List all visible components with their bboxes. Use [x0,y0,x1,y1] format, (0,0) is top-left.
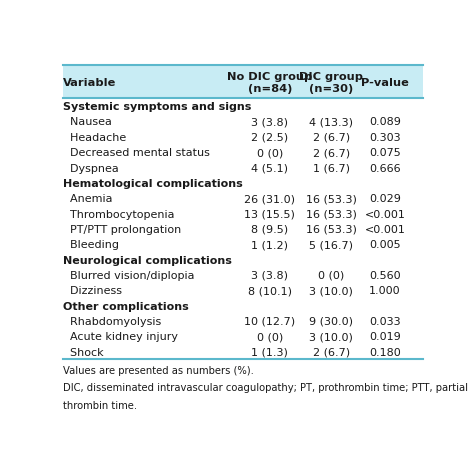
Text: 1.000: 1.000 [369,286,401,296]
Text: 1 (6.7): 1 (6.7) [313,163,350,173]
Text: 13 (15.5): 13 (15.5) [245,209,295,219]
Text: 16 (53.3): 16 (53.3) [306,209,356,219]
Text: 26 (31.0): 26 (31.0) [245,194,295,204]
Text: 0 (0): 0 (0) [257,148,283,158]
Text: 8 (9.5): 8 (9.5) [251,224,289,234]
Text: 0 (0): 0 (0) [318,270,344,280]
Text: Rhabdomyolysis: Rhabdomyolysis [63,316,161,326]
Text: Dizziness: Dizziness [63,286,122,296]
Text: 10 (12.7): 10 (12.7) [245,316,295,326]
Text: 0.075: 0.075 [369,148,401,158]
Text: <0.001: <0.001 [365,224,406,234]
Text: 0 (0): 0 (0) [257,332,283,341]
Text: 8 (10.1): 8 (10.1) [248,286,292,296]
Text: 1 (1.2): 1 (1.2) [251,240,288,250]
Text: 0.666: 0.666 [369,163,401,173]
Text: Dyspnea: Dyspnea [63,163,118,173]
Text: 2 (6.7): 2 (6.7) [312,132,350,142]
Text: 0.019: 0.019 [369,332,401,341]
Text: Thrombocytopenia: Thrombocytopenia [63,209,174,219]
Text: Bleeding: Bleeding [63,240,119,250]
Text: 0.005: 0.005 [369,240,401,250]
Text: 16 (53.3): 16 (53.3) [306,194,356,204]
Text: 3 (10.0): 3 (10.0) [309,286,353,296]
Text: 3 (10.0): 3 (10.0) [309,332,353,341]
Text: DIC, disseminated intravascular coagulopathy; PT, prothrombin time; PTT, partial: DIC, disseminated intravascular coagulop… [63,383,468,393]
Text: Nausea: Nausea [63,117,112,127]
Text: 0.029: 0.029 [369,194,401,204]
Text: 4 (13.3): 4 (13.3) [309,117,353,127]
Text: 5 (16.7): 5 (16.7) [309,240,353,250]
Text: 2 (2.5): 2 (2.5) [251,132,289,142]
Text: <0.001: <0.001 [365,209,406,219]
Text: 16 (53.3): 16 (53.3) [306,224,356,234]
Text: 1 (1.3): 1 (1.3) [252,347,288,357]
Text: 0.089: 0.089 [369,117,401,127]
Text: 4 (5.1): 4 (5.1) [251,163,288,173]
Text: Acute kidney injury: Acute kidney injury [63,332,178,341]
Text: No DIC group
(n=84): No DIC group (n=84) [228,72,312,94]
Text: 3 (3.8): 3 (3.8) [251,270,288,280]
Text: DIC group
(n=30): DIC group (n=30) [299,72,363,94]
Text: Variable: Variable [63,78,116,88]
Text: 0.033: 0.033 [369,316,401,326]
Text: 2 (6.7): 2 (6.7) [312,148,350,158]
Text: 0.303: 0.303 [369,132,401,142]
Text: Anemia: Anemia [63,194,112,204]
FancyBboxPatch shape [63,66,423,99]
Text: 9 (30.0): 9 (30.0) [309,316,353,326]
Text: PT/PTT prolongation: PT/PTT prolongation [63,224,181,234]
Text: Shock: Shock [63,347,103,357]
Text: Neurological complications: Neurological complications [63,255,232,265]
Text: 2 (6.7): 2 (6.7) [312,347,350,357]
Text: P-value: P-value [361,78,409,88]
Text: Blurred vision/diplopia: Blurred vision/diplopia [63,270,194,280]
Text: 3 (3.8): 3 (3.8) [251,117,288,127]
Text: 0.560: 0.560 [369,270,401,280]
Text: Systemic symptoms and signs: Systemic symptoms and signs [63,102,251,112]
Text: 0.180: 0.180 [369,347,401,357]
Text: Other complications: Other complications [63,301,189,311]
Text: Decreased mental status: Decreased mental status [63,148,210,158]
Text: Values are presented as numbers (%).: Values are presented as numbers (%). [63,365,254,375]
Text: thrombin time.: thrombin time. [63,400,137,410]
Text: Headache: Headache [63,132,126,142]
Text: Hematological complications: Hematological complications [63,178,243,188]
